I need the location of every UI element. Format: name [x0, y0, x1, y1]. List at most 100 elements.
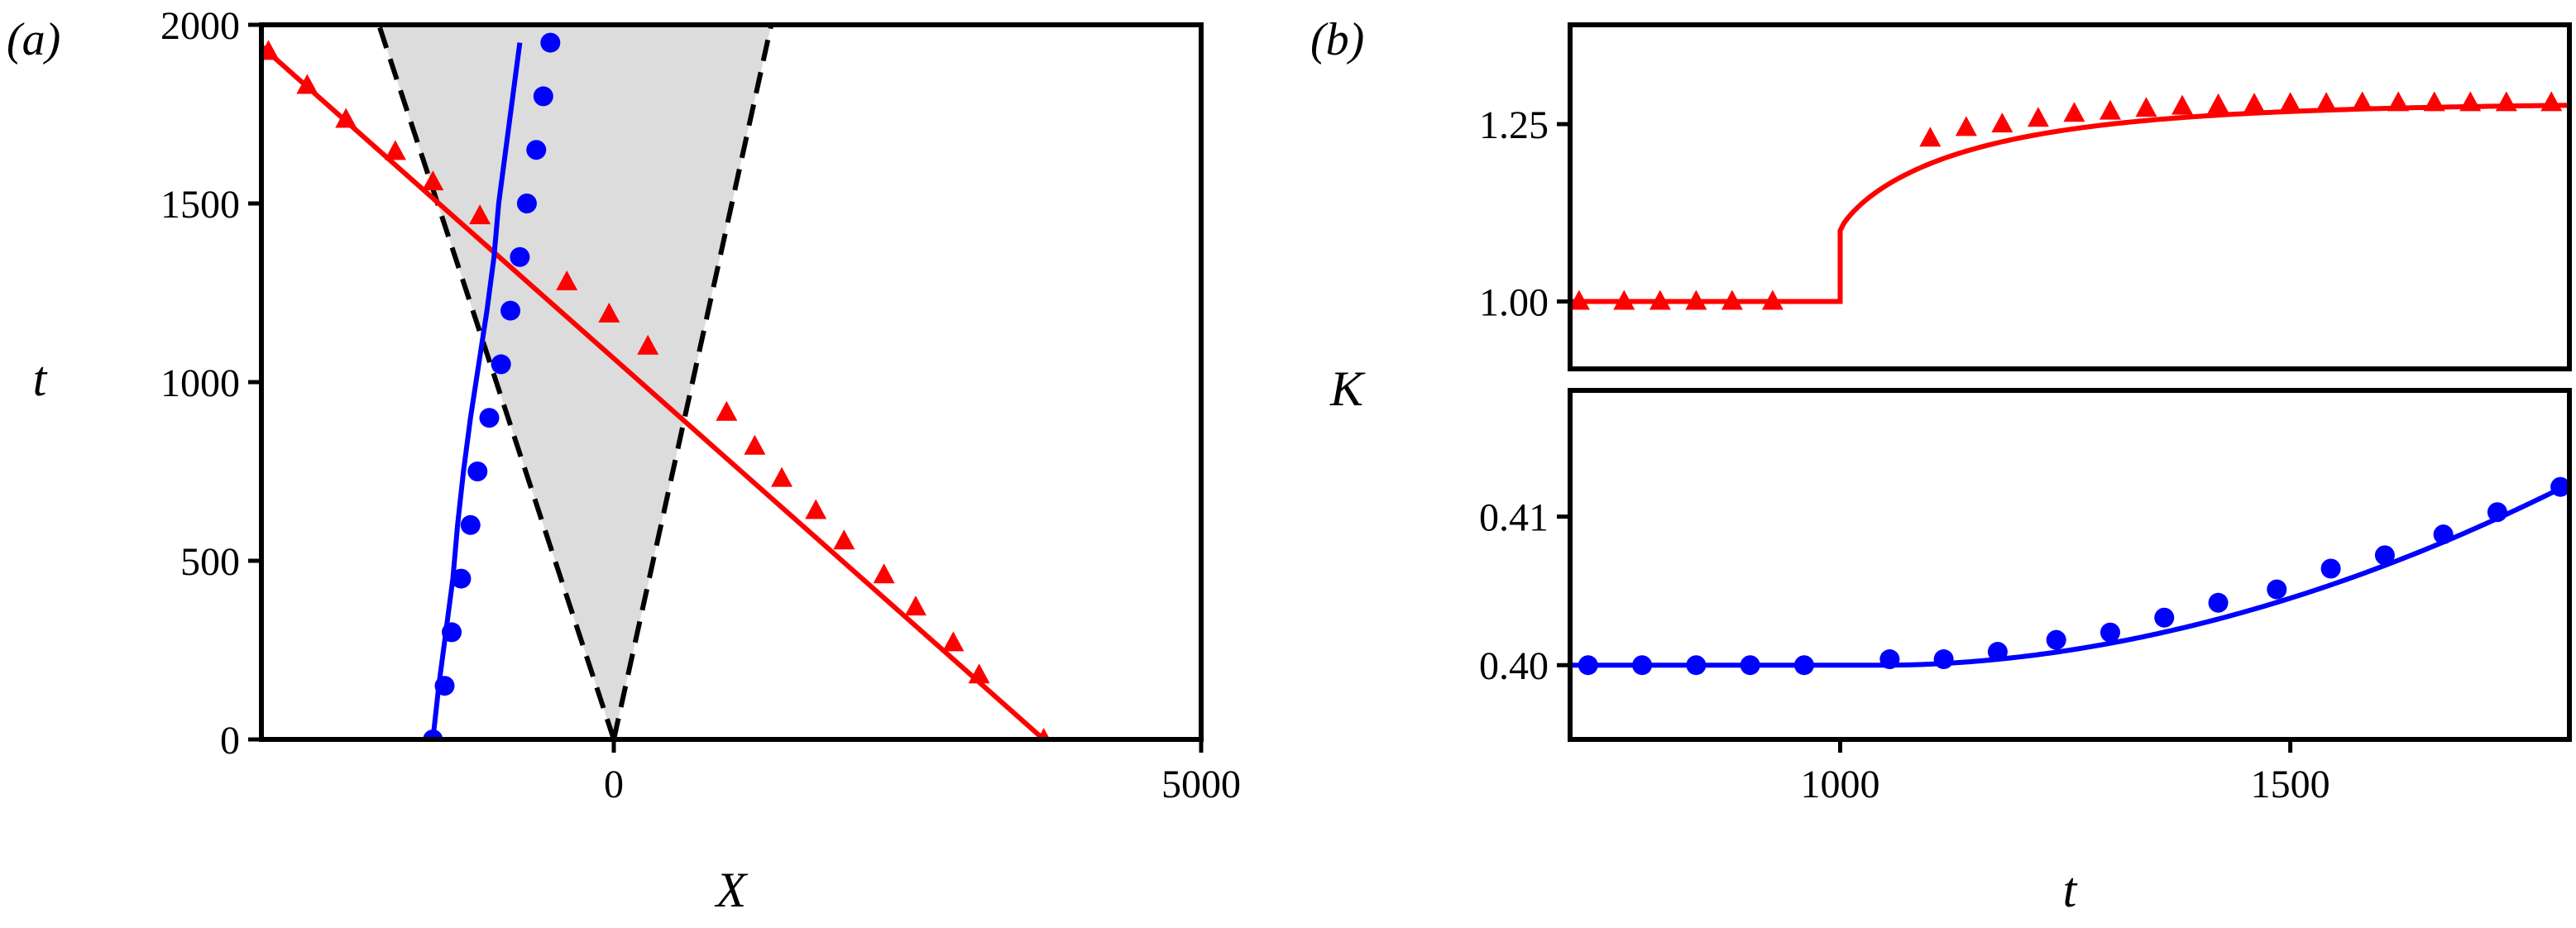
a-series-blue-marker [526, 140, 547, 160]
panel-a-ticks: 0 5000 0 500 1000 1500 2000 [160, 4, 1241, 806]
bb-series-blue-marker [2154, 607, 2175, 628]
panel-b-bottom-plot-content [1570, 476, 2569, 676]
bb-ytick-label: 0.40 [1479, 644, 1549, 688]
bb-series-blue-marker [2100, 622, 2120, 643]
a-ytick-label: 1500 [160, 183, 240, 227]
bt-series-red-marker [1613, 289, 1635, 310]
a-ytick-label: 0 [220, 719, 240, 763]
a-series-red-marker [469, 204, 491, 225]
a-series-blue-marker [442, 622, 462, 643]
a-series-red-marker [805, 499, 827, 519]
bt-series-red-marker [2063, 102, 2085, 122]
panel-b-top-plot-content [1570, 91, 2568, 310]
bt-series-red-marker [2099, 99, 2121, 120]
a-ytick-label: 1000 [160, 361, 240, 405]
bt-series-red-marker [2351, 91, 2373, 112]
bt-series-red-line [1570, 103, 2568, 304]
panel-a-plot-content [261, 25, 1051, 739]
panel-b: (b) K 1.00 1.25 0.40 0.41 1000 1500 t [1310, 14, 2572, 917]
panel-b-label: (b) [1310, 14, 1364, 65]
bb-series-blue-marker [1987, 642, 2008, 663]
a-series-blue-marker [451, 568, 472, 589]
a-xtick-label: 0 [604, 763, 624, 806]
panel-b-top-frame [1568, 22, 2572, 371]
bt-series-red-marker [2207, 93, 2229, 113]
a-series-blue-marker [434, 676, 455, 696]
a-series-blue-marker [460, 514, 481, 535]
a-series-red-marker [771, 466, 793, 487]
a-ytick-label: 500 [180, 540, 240, 584]
a-series-red-marker [296, 74, 318, 94]
bt-series-red-marker [2027, 107, 2049, 127]
bb-series-blue-line [1570, 482, 2569, 668]
panel-b-bottom-ticks: 0.40 0.41 1000 1500 [1479, 496, 2330, 806]
bt-series-red-marker [2315, 92, 2338, 112]
a-series-red-marker [261, 40, 280, 60]
a-series-red-marker [384, 140, 406, 160]
bb-series-blue-marker [1933, 649, 1954, 670]
bt-series-red-marker [1649, 289, 1671, 310]
bt-ytick-label: 1.00 [1479, 281, 1549, 325]
a-series-blue-marker [479, 408, 500, 428]
panel-b-ylabel: K [1329, 361, 1366, 416]
bb-series-blue-marker [2550, 476, 2569, 497]
a-series-red-marker [335, 108, 357, 128]
bb-series-blue-marker [2208, 592, 2229, 613]
shaded-cone [379, 25, 772, 739]
bt-series-red-marker [2495, 91, 2517, 112]
a-series-red-marker [968, 663, 990, 684]
bb-xtick-label: 1000 [1800, 763, 1879, 806]
bt-series-red-marker [2135, 97, 2157, 117]
a-series-red-marker [904, 596, 926, 616]
panel-b-top-ticks: 1.00 1.25 [1479, 103, 1570, 325]
bt-series-red-marker [1761, 289, 1784, 310]
bb-series-blue-marker [2433, 524, 2454, 545]
bt-series-red-marker [1721, 289, 1743, 310]
bt-series-red-marker [2540, 91, 2563, 112]
bb-series-blue-marker [1686, 655, 1707, 676]
bt-series-red-marker [1685, 289, 1707, 310]
bb-series-blue-marker [2267, 579, 2287, 600]
panel-a: 0 5000 0 500 1000 1500 2000 (a) X t [7, 4, 1241, 917]
bt-series-red-marker [1991, 112, 2013, 133]
panel-a-label: (a) [7, 14, 60, 65]
bb-series-blue-marker [1879, 649, 1900, 670]
cone-left-dashed-line [376, 25, 616, 739]
a-series-red-marker [1037, 728, 1051, 739]
panel-b-top: 1.00 1.25 [1479, 22, 2572, 371]
panel-b-xlabel: t [2063, 863, 2078, 917]
a-series-red-marker [556, 270, 578, 291]
bt-series-red-marker [2171, 94, 2194, 115]
a-series-red-marker [744, 434, 766, 455]
bt-series-red-marker [2243, 93, 2266, 113]
bb-xtick-label: 1500 [2251, 763, 2330, 806]
bt-series-red-marker [1570, 289, 1590, 310]
a-series-blue-marker [467, 462, 488, 481]
bt-series-red-marker [2279, 92, 2301, 112]
panel-a-xlabel: X [715, 863, 749, 917]
a-series-blue-marker [510, 246, 530, 267]
bt-series-red-marker [2423, 91, 2445, 112]
panel-b-bottom: 0.40 0.41 1000 1500 t [1479, 388, 2572, 917]
a-series-blue-marker [540, 32, 561, 53]
cone-right-dashed-line [611, 25, 774, 739]
a-series-red-marker [637, 334, 659, 355]
bt-series-red-marker [1919, 127, 1942, 147]
bb-series-blue-marker [2374, 545, 2395, 566]
bt-series-red-marker [2387, 91, 2410, 112]
a-series-red-marker [422, 170, 444, 191]
bt-series-red-marker [2459, 91, 2482, 112]
a-series-blue-line [430, 42, 523, 739]
a-series-blue-marker [491, 354, 511, 375]
a-series-red-marker [716, 400, 738, 421]
bt-ytick-label: 1.25 [1479, 103, 1549, 147]
a-series-red-marker [598, 302, 620, 323]
bb-series-blue-marker [1632, 655, 1653, 676]
a-series-red-line [261, 44, 1046, 739]
bt-series-red-marker [1955, 116, 1977, 136]
panel-b-bottom-frame [1568, 388, 2572, 742]
panel-a-ylabel: t [33, 352, 48, 406]
a-series-red-marker [833, 529, 855, 550]
bb-ytick-label: 0.41 [1479, 496, 1549, 540]
